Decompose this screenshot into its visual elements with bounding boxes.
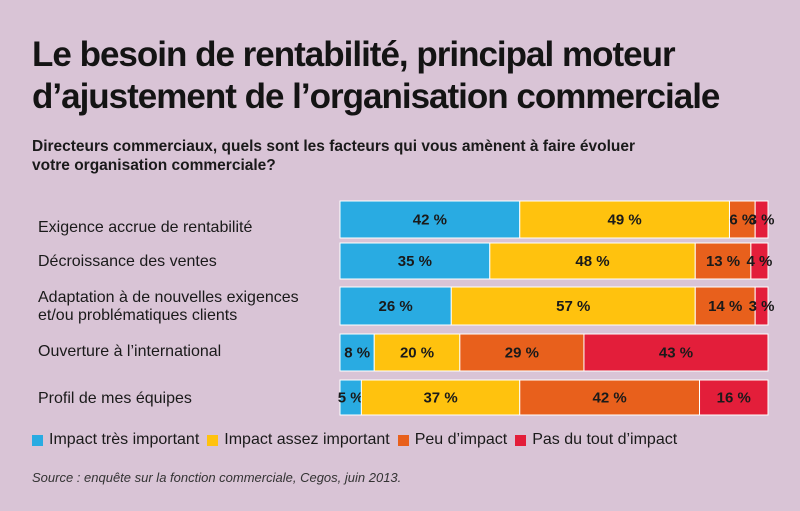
legend-swatch-tres-important [32, 434, 43, 446]
legend-swatch-pas-du-tout [515, 434, 527, 446]
value-label-1-pas-du-tout: 3 % [749, 212, 775, 229]
bar-4-tres-important [339, 333, 375, 372]
value-label-1-peu-impact: 6 % [729, 212, 755, 229]
bar-3-peu-impact [694, 286, 756, 326]
category-label-3: Adaptation à de nouvelles exigences et/o… [38, 289, 299, 324]
value-label-2-pas-du-tout: 4 % [747, 253, 773, 270]
bar-2-pas-du-tout [750, 242, 769, 280]
title-line-1: Le besoin de rentabilité, principal mote… [32, 35, 676, 74]
legend-swatch-peu-impact [397, 434, 409, 446]
value-label-5-peu-impact: 42 % [593, 390, 627, 407]
source-note: Source : enquête sur la fonction commerc… [32, 470, 402, 485]
value-label-3-pas-du-tout: 3 % [749, 298, 775, 315]
value-label-4-peu-impact: 29 % [505, 345, 539, 362]
value-label-4-pas-du-tout: 43 % [659, 345, 693, 362]
value-label-3-peu-impact: 14 % [708, 298, 742, 315]
value-label-2-peu-impact: 13 % [706, 253, 740, 270]
bar-3-assez-important [450, 286, 696, 326]
bar-5-pas-du-tout [699, 379, 769, 416]
category-label-1: Exigence accrue de rentabilité [38, 219, 253, 236]
value-label-4-assez-important: 20 % [400, 345, 434, 362]
value-label-3-tres-important: 26 % [379, 298, 413, 315]
title-line-2: d’ajustement de l’organisation commercia… [32, 77, 720, 116]
bar-4-pas-du-tout [583, 333, 769, 372]
bar-2-assez-important [489, 242, 696, 280]
legend-item-tres-important: Impact très important [32, 431, 199, 449]
bar-5-peu-impact [519, 379, 701, 416]
value-label-1-tres-important: 42 % [413, 212, 447, 229]
value-label-5-tres-important: 5 % [338, 390, 364, 407]
value-label-5-assez-important: 37 % [423, 390, 457, 407]
value-label-4-tres-important: 8 % [344, 345, 370, 362]
value-label-1-assez-important: 49 % [608, 212, 642, 229]
legend-item-assez-important: Impact assez important [207, 431, 390, 449]
chart-subtitle: Directeurs commerciaux, quels sont les f… [32, 137, 792, 175]
legend-swatch-assez-important [207, 434, 219, 446]
legend-item-peu-impact: Peu d’impact [397, 431, 507, 449]
legend: Impact très important Impact assez impor… [32, 430, 685, 450]
value-label-2-tres-important: 35 % [398, 253, 432, 270]
legend-item-pas-du-tout: Pas du tout d’impact [515, 431, 677, 449]
category-label-4: Ouverture à l’international [38, 343, 222, 360]
category-label-2: Décroissance des ventes [38, 253, 217, 270]
value-label-2-assez-important: 48 % [575, 253, 609, 270]
bar-4-assez-important [373, 333, 461, 372]
subtitle-line-1: Directeurs commerciaux, quels sont les f… [32, 138, 636, 155]
bar-2-tres-important [339, 242, 491, 280]
chart-title: Le besoin de rentabilité, principal mote… [32, 34, 792, 118]
value-label-3-assez-important: 57 % [556, 298, 590, 315]
value-label-5-pas-du-tout: 16 % [717, 390, 751, 407]
subtitle-line-2: votre organisation commerciale? [32, 157, 276, 174]
bar-3-pas-du-tout [754, 286, 769, 326]
bar-1-pas-du-tout [754, 200, 769, 239]
category-label-5: Profil de mes équipes [38, 390, 192, 407]
